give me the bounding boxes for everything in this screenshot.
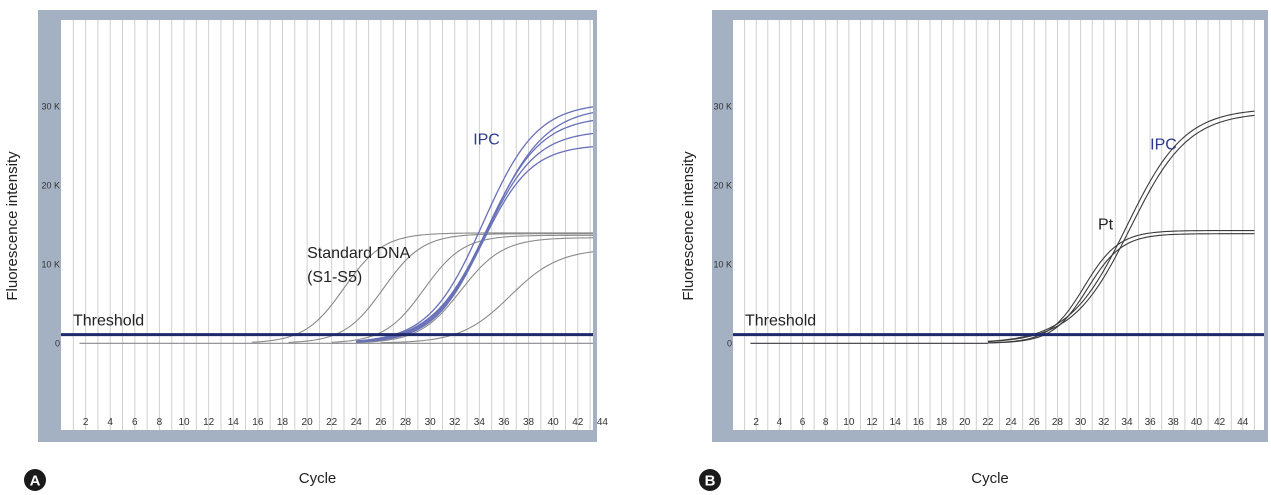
grid-lines [72,20,591,430]
series-line-standard [380,251,593,344]
series-line-ipc [356,146,593,343]
y-tick-label: 10 K [41,259,60,269]
x-tick-label: 12 [866,417,878,428]
x-tick-label: 6 [132,417,138,428]
x-axis-title: Cycle [299,470,337,487]
series-line-standard [251,232,593,343]
annotation-label: IPC [473,132,500,149]
x-tick-label: 28 [400,417,412,428]
x-tick-label: 2 [83,417,89,428]
x-tick-label: 24 [351,417,363,428]
x-tick-label: 26 [375,417,387,428]
annotation-label: (S1-S5) [307,269,362,286]
x-tick-label: 28 [1052,417,1064,428]
x-tick-label: 38 [523,417,535,428]
x-tick-label: 6 [800,417,806,428]
y-tick-label: 20 K [41,181,60,191]
panel-badge-label: A [30,473,41,490]
x-tick-label: 36 [1145,417,1157,428]
y-tick-label: 30 K [713,102,732,112]
series-line-ipc [356,106,593,342]
x-tick-label: 30 [1075,417,1087,428]
x-tick-label: 8 [157,417,163,428]
x-tick-label: 12 [203,417,215,428]
x-tick-label: 38 [1168,417,1180,428]
x-tick-label: 18 [277,417,289,428]
x-tick-label: 32 [449,417,461,428]
panel-badge [699,469,721,491]
x-tick-label: 40 [548,417,560,428]
x-tick-label: 32 [1098,417,1110,428]
x-tick-label: 20 [302,417,314,428]
x-tick-label: 10 [178,417,190,428]
y-axis-title: Fluorescence intensity [4,151,21,301]
x-tick-label: 2 [753,417,759,428]
annotation-label: Pt [1098,217,1114,234]
x-tick-label: 4 [777,417,783,428]
x-tick-label: 36 [498,417,510,428]
x-tick-label: 24 [1006,417,1018,428]
annotation-label: IPC [1150,136,1177,153]
x-tick-label: 34 [474,417,486,428]
x-tick-label: 16 [252,417,264,428]
plot-area [61,20,593,430]
plot-area [733,20,1264,430]
threshold-label: Threshold [745,313,816,330]
y-tick-label: 30 K [41,102,60,112]
y-tick-label: 10 K [713,259,732,269]
x-tick-label: 26 [1029,417,1041,428]
x-tick-label: 18 [936,417,948,428]
y-tick-label: 20 K [713,181,732,191]
series-line-standard [288,233,593,343]
x-tick-label: 16 [913,417,925,428]
threshold-label: Threshold [73,313,144,330]
y-tick-label: 0 [55,338,60,348]
y-axis-title: Fluorescence intensity [680,151,697,301]
x-tick-label: 44 [1237,417,1249,428]
x-tick-label: 14 [890,417,902,428]
x-tick-label: 22 [982,417,994,428]
x-tick-label: 34 [1121,417,1133,428]
chart-panel-b: 2 4 6 8 10 12 14 16 18 20 22 24 26 28 30 32 34 36 38 40 42 44… [680,10,1268,491]
annotation-label: Standard DNA [307,245,410,262]
series-line-standard [356,237,593,344]
y-tick-label: 0 [727,338,732,348]
series-line-pt [987,233,1255,344]
x-tick-label: 14 [228,417,240,428]
x-axis-title: Cycle [971,470,1009,487]
x-tick-label: 20 [959,417,971,428]
x-tick-label: 22 [326,417,338,428]
x-tick-label: 10 [843,417,855,428]
panel-badge-label: B [705,473,716,490]
grid-lines [744,20,1255,430]
panel-badge [24,469,46,491]
x-tick-label: 8 [823,417,829,428]
x-tick-label: 4 [107,417,113,428]
x-tick-label: 42 [1214,417,1226,428]
series-line-pt [987,229,1255,344]
x-tick-label: 42 [572,417,584,428]
x-tick-label: 40 [1191,417,1203,428]
chart-panel-a: 2 4 6 8 10 12 14 16 18 20 22 24 26 28 30 32 34 36 38 40 42 44… [4,10,609,491]
x-tick-label: 44 [597,417,609,428]
x-tick-label: 30 [425,417,437,428]
